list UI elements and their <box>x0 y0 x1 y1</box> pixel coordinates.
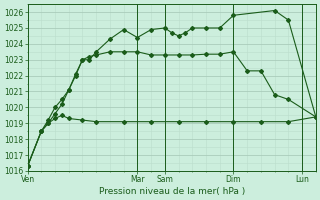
X-axis label: Pression niveau de la mer( hPa ): Pression niveau de la mer( hPa ) <box>99 187 245 196</box>
